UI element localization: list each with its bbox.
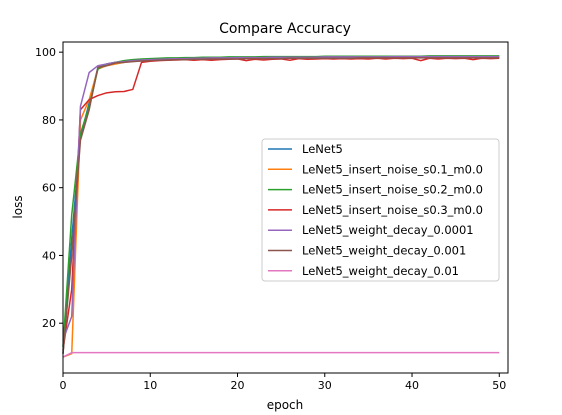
legend: LeNet5 LeNet5_insert_noise_s0.1_m0.0 LeNet… — [261, 138, 500, 282]
y-tick-label: 60 — [42, 182, 56, 195]
y-tick-label: 20 — [42, 317, 56, 330]
legend-label-5: LeNet5_weight_decay_0.0001 — [302, 223, 474, 237]
series-line-6 — [62, 57, 500, 354]
x-tick-label: 10 — [143, 379, 157, 392]
x-axis-ticks: 0 10 20 30 40 50 — [60, 373, 506, 392]
y-axis-label: loss — [11, 195, 25, 218]
legend-label-7: LeNet5_weight_decay_0.01 — [302, 264, 459, 278]
x-tick-label: 20 — [231, 379, 245, 392]
series-line-7 — [62, 351, 500, 358]
x-tick-label: 30 — [318, 379, 332, 392]
chart-title: Compare Accuracy — [219, 21, 351, 37]
legend-label-2: LeNet5_insert_noise_s0.1_m0.0 — [302, 162, 483, 176]
axes-frame — [62, 41, 509, 374]
y-axis-ticks: 20 40 60 80 100 — [35, 46, 63, 330]
x-tick-label: 40 — [405, 379, 419, 392]
plot-lines — [62, 55, 500, 358]
y-tick-label: 80 — [42, 114, 56, 127]
legend-label-1: LeNet5 — [302, 142, 343, 156]
x-tick-label: 50 — [492, 379, 506, 392]
legend-label-6: LeNet5_weight_decay_0.001 — [302, 244, 466, 258]
y-tick-label: 40 — [42, 249, 56, 262]
x-axis-label: epoch — [267, 398, 304, 412]
x-tick-label: 0 — [60, 379, 67, 392]
y-tick-label: 100 — [35, 46, 56, 59]
legend-label-4: LeNet5_insert_noise_s0.3_m0.0 — [302, 203, 483, 217]
legend-label-3: LeNet5_insert_noise_s0.2_m0.0 — [302, 183, 483, 197]
legend-box — [261, 138, 500, 282]
series-line-5 — [62, 55, 500, 341]
